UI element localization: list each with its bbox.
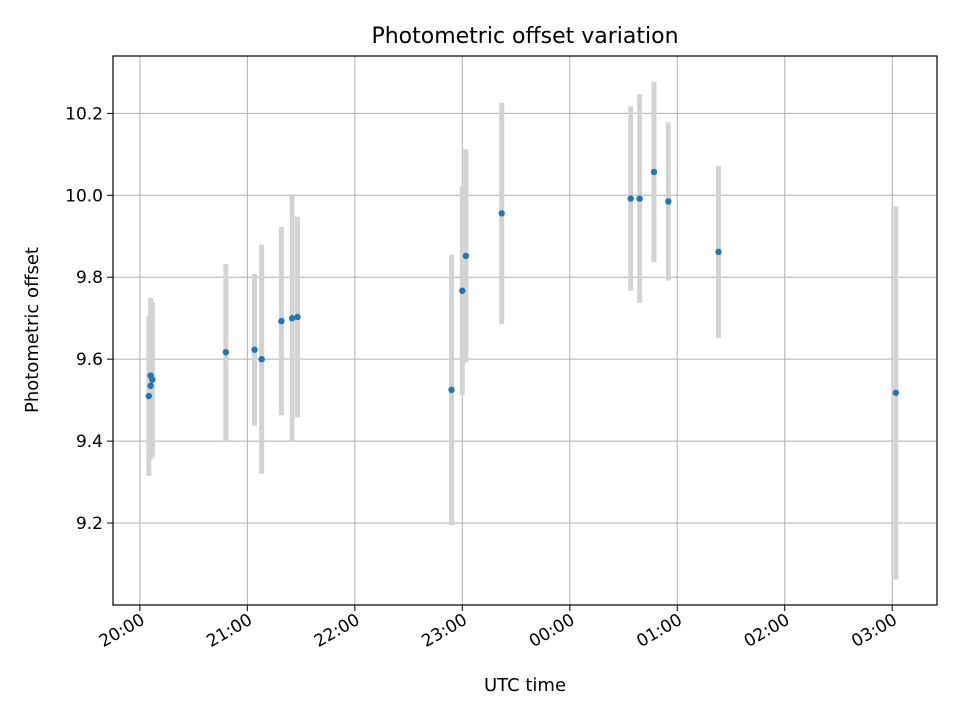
data-point [149,376,156,383]
y-tick-label: 9.4 [76,432,103,452]
data-point [636,195,643,202]
data-point [650,168,658,176]
plot-area-frame [112,55,938,606]
y-tick-label: 10.2 [65,104,103,124]
data-point [459,287,466,294]
data-point [462,252,470,260]
y-tick-label: 9.8 [76,268,103,288]
data-point [448,386,455,394]
x-axis-label: UTC time [484,675,566,696]
grid-layer [113,56,937,605]
point-layer [145,168,899,400]
data-point [251,346,258,353]
data-point [892,389,899,396]
y-axis-label: Photometric offset [22,247,43,413]
data-point [715,248,722,256]
data-point [665,198,672,205]
y-tick-label: 10.0 [65,186,103,206]
data-point [258,355,265,363]
data-point [147,382,154,390]
data-point [294,313,301,321]
y-tick-label: 9.2 [76,514,103,534]
data-point [498,210,505,217]
data-point [278,317,285,325]
data-point [288,315,296,322]
data-point [627,195,634,202]
chart-title: Photometric offset variation [371,24,678,49]
data-point [145,392,153,400]
data-point [222,349,230,356]
y-tick-label: 9.6 [76,350,103,370]
